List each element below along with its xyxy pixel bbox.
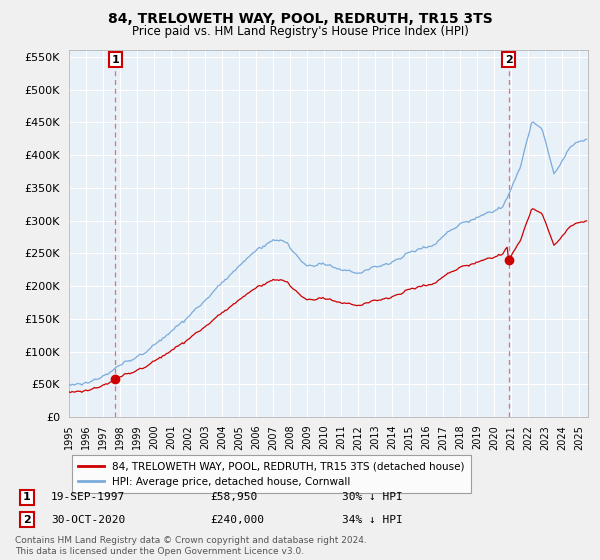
Text: Price paid vs. HM Land Registry's House Price Index (HPI): Price paid vs. HM Land Registry's House … xyxy=(131,25,469,38)
Text: 84, TRELOWETH WAY, POOL, REDRUTH, TR15 3TS: 84, TRELOWETH WAY, POOL, REDRUTH, TR15 3… xyxy=(107,12,493,26)
Text: £58,950: £58,950 xyxy=(210,492,257,502)
Text: 2: 2 xyxy=(23,515,31,525)
Text: 1: 1 xyxy=(112,54,119,64)
Text: Contains HM Land Registry data © Crown copyright and database right 2024.
This d: Contains HM Land Registry data © Crown c… xyxy=(15,536,367,556)
Text: £240,000: £240,000 xyxy=(210,515,264,525)
Text: 2: 2 xyxy=(505,54,512,64)
Text: 30-OCT-2020: 30-OCT-2020 xyxy=(51,515,125,525)
Legend: 84, TRELOWETH WAY, POOL, REDRUTH, TR15 3TS (detached house), HPI: Average price,: 84, TRELOWETH WAY, POOL, REDRUTH, TR15 3… xyxy=(71,455,471,493)
Text: 1: 1 xyxy=(23,492,31,502)
Text: 19-SEP-1997: 19-SEP-1997 xyxy=(51,492,125,502)
Text: 34% ↓ HPI: 34% ↓ HPI xyxy=(342,515,403,525)
Text: 30% ↓ HPI: 30% ↓ HPI xyxy=(342,492,403,502)
